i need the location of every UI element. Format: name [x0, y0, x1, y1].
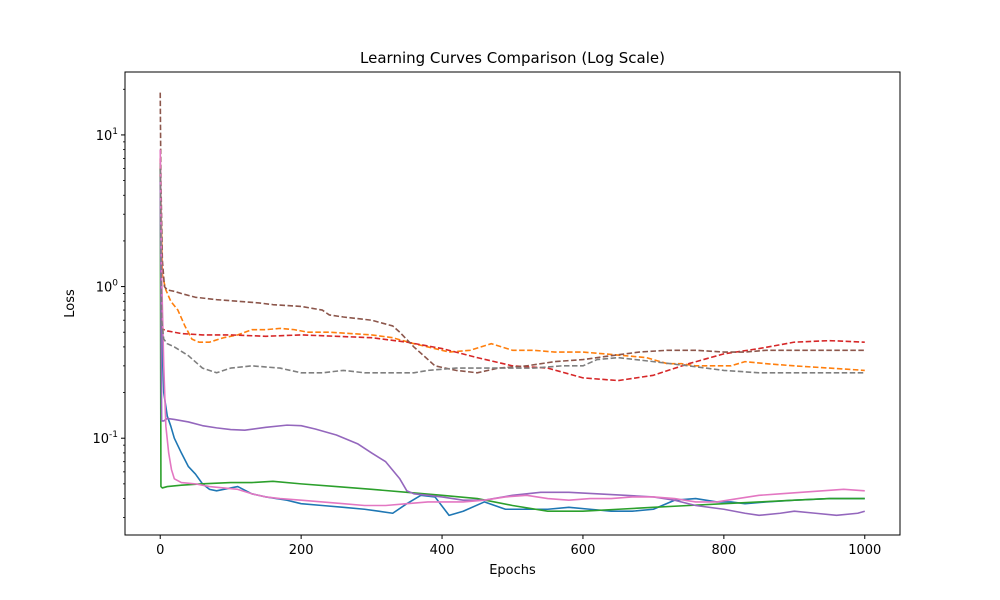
x-tick-label: 1000 — [848, 543, 881, 558]
series-line-3 — [159, 163, 865, 513]
x-tick-label: 400 — [430, 543, 455, 558]
series-line-2 — [159, 168, 865, 372]
y-axis: 10-1 100 101 — [92, 88, 125, 518]
x-axis-label: Epochs — [489, 563, 536, 578]
x-tick-label: 0 — [156, 543, 164, 558]
y-axis-label: Loss — [63, 289, 78, 318]
x-tick-label: 200 — [289, 543, 314, 558]
series-line-1 — [159, 174, 865, 517]
series-line-7 — [159, 149, 865, 507]
series-line-5 — [159, 180, 865, 517]
series-line-8 — [159, 168, 865, 374]
y-tick-label: 100 — [96, 279, 119, 296]
series-line-6 — [159, 92, 865, 374]
series-line-4 — [159, 158, 865, 382]
plot-frame — [124, 71, 901, 536]
chart-title: Learning Curves Comparison (Log Scale) — [360, 49, 665, 67]
y-tick-label: 10-1 — [92, 430, 118, 447]
x-tick-label: 800 — [711, 543, 736, 558]
series-layer — [159, 92, 865, 517]
x-axis: 0 200 400 600 800 1000 — [156, 535, 881, 558]
y-tick-label: 101 — [96, 127, 118, 144]
x-tick-label: 600 — [571, 543, 596, 558]
